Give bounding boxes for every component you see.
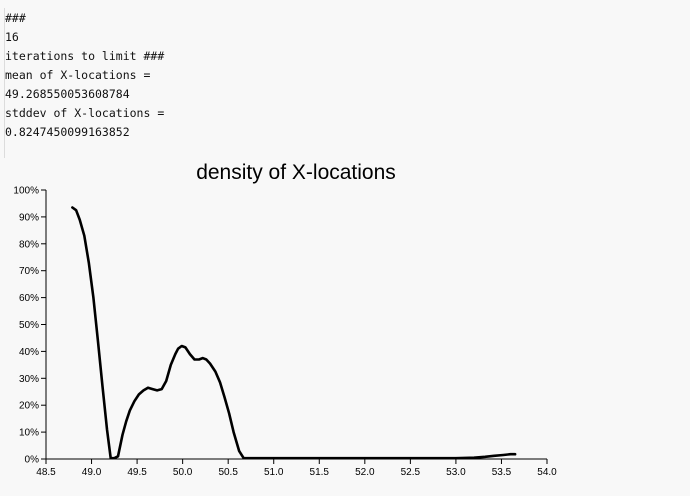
y-tick-label: 70% [19, 266, 39, 277]
output-line: stddev of X-locations = [5, 106, 165, 120]
x-tick-label: 53.5 [492, 467, 512, 478]
chart-svg: density of X-locations 0% 10% 20% 30% 40% 50%… [13, 161, 557, 478]
y-tick-label: 30% [19, 374, 39, 385]
output-line: ### [5, 11, 26, 25]
x-tick-label: 52.5 [401, 467, 421, 478]
density-line [71, 206, 517, 460]
output-line: 16 [5, 30, 19, 44]
console-output: ### 16 iterations to limit ### mean of X… [5, 9, 305, 142]
x-tick-label: 50.5 [218, 467, 238, 478]
output-line: mean of X-locations = [5, 68, 151, 82]
y-tick-label: 100% [13, 186, 39, 197]
y-tick-label: 80% [19, 239, 39, 250]
y-tick-label: 10% [19, 428, 39, 439]
stddev-value: 0.8247450099163852 [5, 125, 130, 139]
x-tick-label: 51.0 [264, 467, 284, 478]
mean-value: 49.268550053608784 [5, 87, 130, 101]
x-tick-label: 54.0 [537, 467, 557, 478]
x-tick-label: 51.5 [310, 467, 330, 478]
x-tick-label: 49.5 [127, 467, 147, 478]
y-tick-label: 40% [19, 347, 39, 358]
x-tick-label: 53.0 [446, 467, 466, 478]
y-tick-label: 50% [19, 320, 39, 331]
y-axis: 0% 10% 20% 30% 40% 50% 60% 70% 80% 90% 100% [13, 186, 47, 466]
x-tick-label: 52.0 [355, 467, 375, 478]
x-axis: 48.5 49.0 49.5 50.0 50.5 51.0 51.5 52.0 52.5 53.0… [36, 458, 557, 478]
density-chart: density of X-locations 0% 10% 20% 30% 40% 50%… [0, 150, 690, 496]
output-line: iterations to limit ### [5, 49, 165, 63]
x-tick-label: 49.0 [82, 467, 102, 478]
x-tick-label: 48.5 [36, 467, 56, 478]
y-tick-label: 20% [19, 401, 39, 412]
output-left-border [4, 8, 5, 158]
y-tick-label: 60% [19, 293, 39, 304]
x-tick-label: 50.0 [173, 467, 193, 478]
plot-area [71, 206, 517, 460]
chart-title: density of X-locations [196, 161, 396, 184]
y-tick-label: 0% [25, 455, 40, 466]
y-tick-label: 90% [19, 212, 39, 223]
